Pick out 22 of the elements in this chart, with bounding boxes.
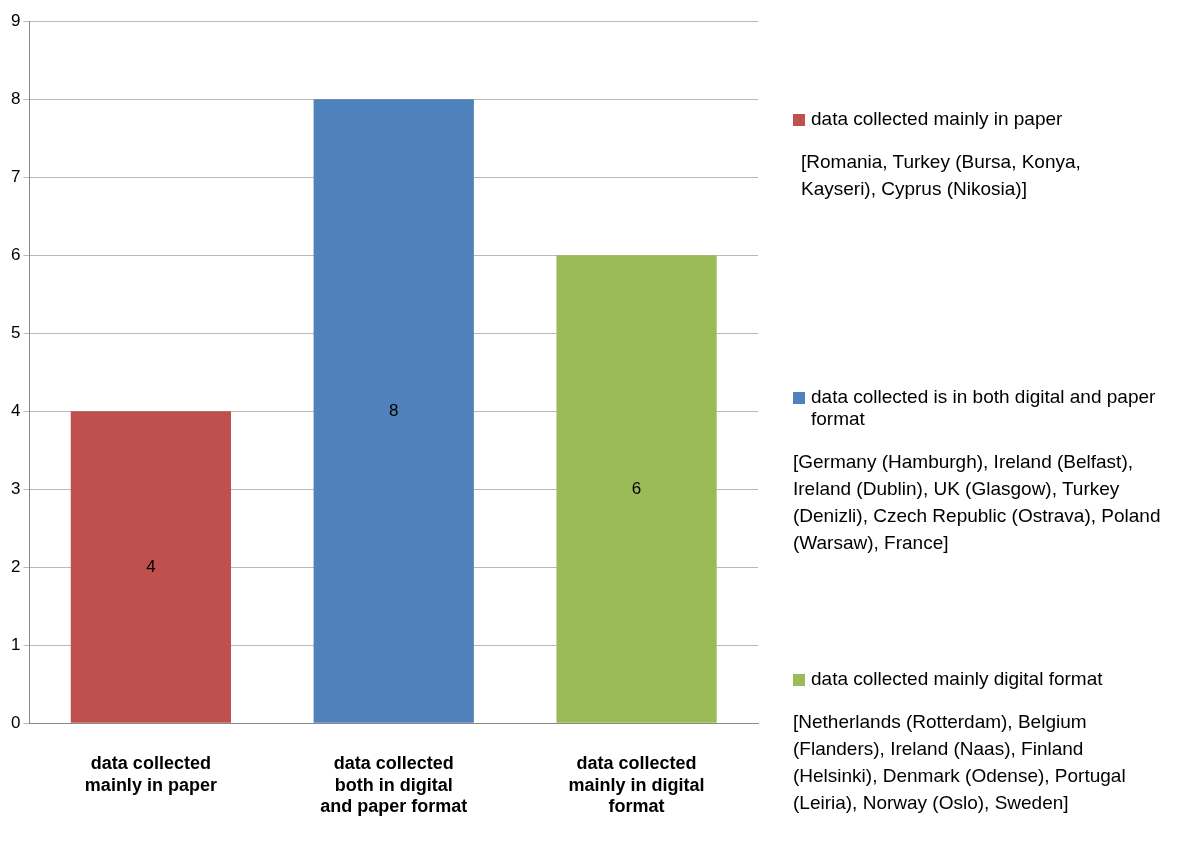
- y-tick-label: 7: [10, 166, 21, 186]
- y-tick-label: 6: [10, 244, 21, 264]
- y-tick-label: 9: [10, 10, 21, 30]
- y-tick-label: 1: [10, 634, 21, 654]
- data-label: 4: [146, 556, 156, 576]
- text: [Romania, Turkey (Bursa, Konya, Kayseri), Cyprus (Nikosia)]: [800, 150, 1082, 201]
- data-label: 8: [388, 400, 399, 420]
- x-tick-label: data collected mainly in digital format: [568, 752, 705, 817]
- data-label: 6: [631, 478, 642, 498]
- y-tick-label: 2: [10, 556, 21, 576]
- y-tick-label: 3: [10, 478, 21, 498]
- y-tick-label: 4: [10, 400, 21, 420]
- x-tick-label: data collected mainly in paper: [84, 752, 217, 795]
- legend-label: data collected mainly in paper: [811, 108, 1063, 130]
- legend-label: data collected mainly digital format: [811, 668, 1103, 690]
- legend-label: data collected is in both digital and paper format: [811, 386, 1157, 430]
- text: [Germany (Hamburgh), Ireland (Belfast), Ireland (Dublin), UK (Glasgow), Turkey (Denizli), Czech Republic (Ostrava), Poland (Warsaw), France]: [793, 450, 1162, 555]
- x-tick-label: data collected both in digital and paper format: [320, 752, 468, 817]
- text: [Netherlands (Rotterdam), Belgium (Flanders), Ireland (Naas), Finland (Helsinki), Denmark (Odense), Portugal (Leiria), Norway (Oslo), Sweden]: [793, 710, 1127, 815]
- y-tick-label: 5: [10, 322, 21, 342]
- y-tick-label: 8: [10, 88, 21, 108]
- y-tick-label: 0: [10, 712, 21, 732]
